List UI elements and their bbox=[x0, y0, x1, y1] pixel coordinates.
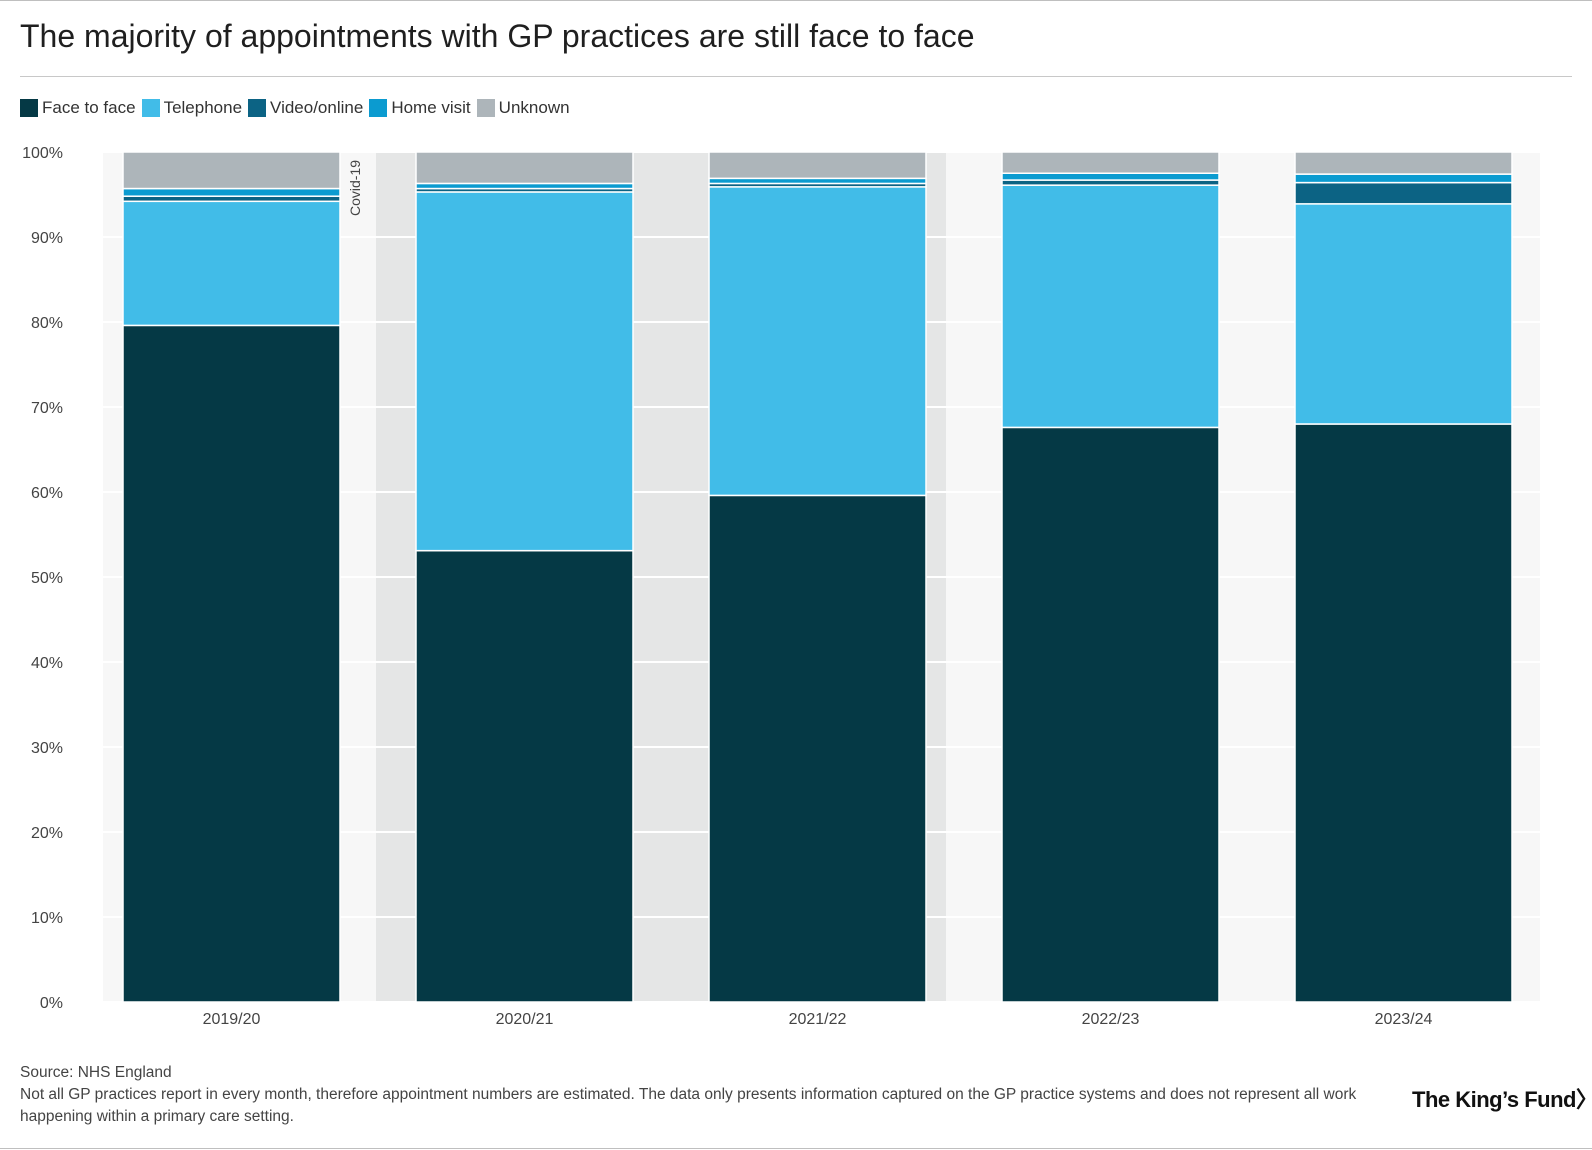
bar-video-online-2022-23 bbox=[1001, 179, 1220, 186]
bar-telephone-2022-23 bbox=[1001, 184, 1220, 429]
title-divider bbox=[20, 76, 1572, 77]
covid-annotation-label: Covid-19 bbox=[347, 160, 363, 216]
legend-label-home-visit: Home visit bbox=[391, 98, 471, 117]
y-tick-label-90pct: 90% bbox=[31, 230, 63, 247]
stacked-bar-chart: 0% 10% 20% 30% 40% 50% 60% 70% 80% 90% 100% 2019/20… bbox=[22, 145, 1540, 1028]
kings-fund-logo: The King’s Fund〉 bbox=[1412, 1087, 1592, 1112]
x-tick-label-2019-20: 2019/20 bbox=[203, 1011, 261, 1028]
legend-label-unknown: Unknown bbox=[498, 98, 570, 117]
bar-face-to-face-2023-24 bbox=[1294, 423, 1513, 1003]
x-tick-label-2021-22: 2021/22 bbox=[789, 1011, 847, 1028]
y-tick-label-70pct: 70% bbox=[31, 400, 63, 417]
y-tick-label-30pct: 30% bbox=[31, 740, 63, 757]
legend-swatch-home-visit bbox=[369, 99, 388, 117]
bar-telephone-2021-22 bbox=[708, 186, 927, 497]
bar-video-online-2023-24 bbox=[1294, 181, 1513, 205]
y-tick-label-100pct: 100% bbox=[22, 145, 63, 162]
legend-swatch-unknown bbox=[476, 99, 495, 117]
bar-video-online-2019-20 bbox=[122, 195, 341, 203]
legend-item-telephone: Telephone bbox=[141, 98, 243, 118]
bar-home-visit-2023-24 bbox=[1294, 173, 1513, 184]
source-note: Source: NHS England bbox=[20, 1064, 172, 1081]
bar-unknown-2021-22 bbox=[708, 151, 927, 180]
bar-home-visit-2022-23 bbox=[1001, 172, 1220, 181]
y-tick-label-80pct: 80% bbox=[31, 315, 63, 332]
legend-item-home-visit: Home visit bbox=[369, 98, 471, 118]
y-tick-label-50pct: 50% bbox=[31, 570, 63, 587]
bar-unknown-2022-23 bbox=[1001, 151, 1220, 174]
legend-label-telephone: Telephone bbox=[163, 98, 243, 117]
x-tick-label-2022-23: 2022/23 bbox=[1082, 1011, 1140, 1028]
legend-item-unknown: Unknown bbox=[476, 98, 570, 118]
legend-swatch-telephone bbox=[141, 99, 160, 117]
y-tick-label-0pct: 0% bbox=[40, 995, 63, 1012]
chart-footer: Source: NHS England Not all GP practices… bbox=[20, 1062, 1400, 1128]
bar-unknown-2020-21 bbox=[415, 151, 634, 185]
methodology-note: Not all GP practices report in every mon… bbox=[20, 1086, 1357, 1125]
bar-telephone-2019-20 bbox=[122, 200, 341, 327]
bar-home-visit-2019-20 bbox=[122, 187, 341, 197]
bar-face-to-face-2022-23 bbox=[1001, 426, 1220, 1003]
legend-item-face-to-face: Face to face bbox=[20, 98, 136, 118]
legend-item-video-online: Video/online bbox=[248, 98, 363, 118]
bar-face-to-face-2019-20 bbox=[122, 324, 341, 1003]
bar-telephone-2023-24 bbox=[1294, 203, 1513, 425]
bar-face-to-face-2021-22 bbox=[708, 494, 927, 1003]
bar-home-visit-2021-22 bbox=[708, 177, 927, 185]
bar-unknown-2019-20 bbox=[122, 151, 341, 190]
chart-title: The majority of appointments with GP pra… bbox=[20, 18, 975, 54]
bottom-rule bbox=[0, 1148, 1592, 1149]
bar-telephone-2020-21 bbox=[415, 191, 634, 552]
y-tick-label-40pct: 40% bbox=[31, 655, 63, 672]
legend-label-face-to-face: Face to face bbox=[42, 98, 136, 117]
top-rule bbox=[0, 0, 1592, 1]
chart-legend: Face to face Telephone Video/online Home… bbox=[20, 98, 576, 118]
legend-label-video-online: Video/online bbox=[270, 98, 364, 117]
bar-unknown-2023-24 bbox=[1294, 151, 1513, 175]
x-tick-label-2020-21: 2020/21 bbox=[496, 1011, 554, 1028]
bar-home-visit-2020-21 bbox=[415, 182, 634, 190]
x-tick-label-2023-24: 2023/24 bbox=[1375, 1011, 1433, 1028]
y-tick-label-20pct: 20% bbox=[31, 825, 63, 842]
bar-face-to-face-2020-21 bbox=[415, 549, 634, 1003]
legend-swatch-video-online bbox=[248, 99, 267, 117]
y-tick-label-60pct: 60% bbox=[31, 485, 63, 502]
y-tick-label-10pct: 10% bbox=[31, 910, 63, 927]
legend-swatch-face-to-face bbox=[20, 99, 38, 117]
